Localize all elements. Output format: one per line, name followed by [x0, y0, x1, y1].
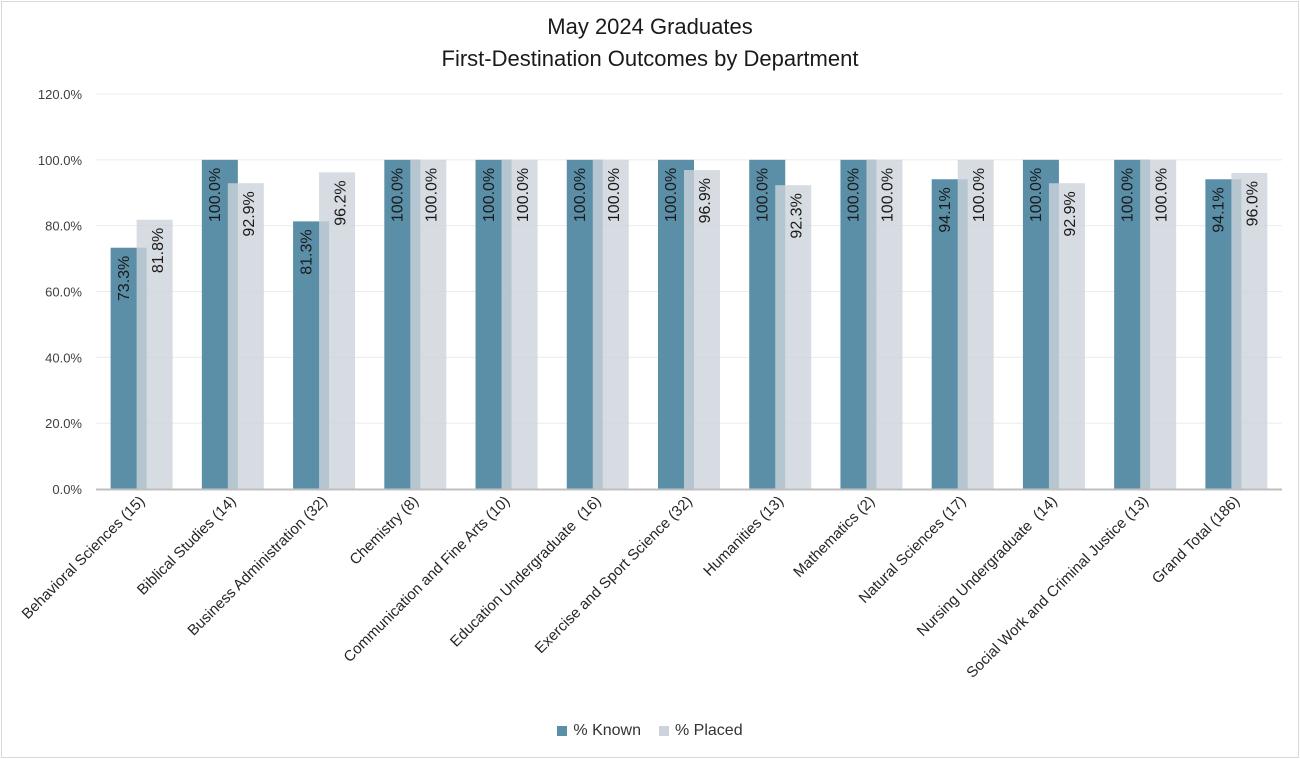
- data-label: 100.0%: [606, 168, 623, 222]
- data-label: 100.0%: [971, 168, 988, 222]
- bar-placed: [1140, 159, 1177, 490]
- y-tick-label: 100.0%: [38, 153, 83, 168]
- data-label: 73.3%: [116, 256, 133, 301]
- data-label: 100.0%: [880, 168, 897, 222]
- data-label: 92.9%: [241, 191, 258, 236]
- data-label: 100.0%: [424, 168, 441, 222]
- data-label: 100.0%: [515, 168, 532, 222]
- bar-placed: [136, 219, 173, 489]
- x-tick-label: Biblical Studies (14): [134, 493, 240, 599]
- y-tick-label: 40.0%: [45, 350, 82, 365]
- data-label: 96.2%: [332, 180, 349, 225]
- data-label: 94.1%: [1211, 187, 1228, 232]
- chart-title: May 2024 Graduates: [547, 14, 753, 39]
- x-tick-label: Communication and Fine Arts (10): [340, 493, 513, 666]
- x-tick-label: Exercise and Sport Science (32): [532, 493, 696, 657]
- x-tick-label: Social Work and Criminal Justice (13): [963, 493, 1152, 682]
- x-tick-label: Education Undergraduate (16): [447, 493, 605, 651]
- data-label: 100.0%: [1028, 168, 1045, 222]
- data-label: 100.0%: [1153, 168, 1170, 222]
- data-label: 100.0%: [572, 168, 589, 222]
- data-label: 100.0%: [846, 168, 863, 222]
- x-tick-label: Humanities (13): [700, 493, 787, 580]
- bar-placed: [319, 172, 356, 489]
- legend-label-placed: % Placed: [675, 722, 743, 739]
- data-label: 92.9%: [1062, 191, 1079, 236]
- data-label: 81.3%: [298, 229, 315, 274]
- x-tick-label: Chemistry (8): [346, 493, 422, 569]
- legend-label-known: % Known: [573, 722, 641, 739]
- data-label: 92.3%: [788, 193, 805, 238]
- bar-placed: [592, 159, 629, 490]
- data-label: 100.0%: [207, 168, 224, 222]
- data-label: 100.0%: [663, 168, 680, 222]
- bar-placed: [957, 159, 994, 490]
- chart-subtitle: First-Destination Outcomes by Department: [441, 46, 859, 71]
- y-tick-label: 60.0%: [45, 285, 82, 300]
- x-tick-label: Behavioral Sciences (15): [19, 493, 149, 623]
- bar-placed: [410, 159, 447, 490]
- bar-placed: [775, 185, 812, 489]
- legend: % Known % Placed: [0, 722, 1300, 740]
- y-tick-label: 0.0%: [52, 482, 82, 497]
- y-tick-label: 120.0%: [38, 87, 83, 102]
- bar-placed: [501, 159, 538, 490]
- data-label: 96.9%: [697, 178, 714, 223]
- data-label: 96.0%: [1245, 181, 1262, 226]
- legend-item-known: % Known: [557, 722, 641, 740]
- data-label: 100.0%: [481, 168, 498, 222]
- data-label: 100.0%: [754, 168, 771, 222]
- bar-placed: [1048, 183, 1085, 489]
- bar-placed: [1231, 173, 1268, 489]
- data-label: 81.8%: [150, 228, 167, 273]
- x-tick-label: Grand Total (186): [1149, 493, 1243, 587]
- legend-swatch-known: [557, 726, 568, 736]
- data-label: 100.0%: [390, 168, 407, 222]
- x-tick-label: Mathematics (2): [790, 493, 878, 581]
- bar-placed: [227, 183, 264, 489]
- data-label: 94.1%: [937, 187, 954, 232]
- y-tick-label: 20.0%: [45, 416, 82, 431]
- data-label: 100.0%: [1119, 168, 1136, 222]
- y-tick-label: 80.0%: [45, 219, 82, 234]
- legend-swatch-placed: [659, 726, 669, 736]
- bar-placed: [684, 170, 720, 489]
- legend-item-placed: % Placed: [659, 722, 743, 740]
- bar-placed: [866, 159, 903, 490]
